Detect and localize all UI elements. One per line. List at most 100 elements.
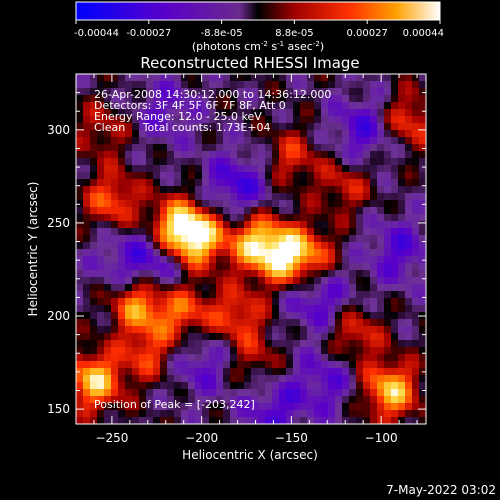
heatmap-cell	[118, 256, 126, 264]
heatmap-cell	[370, 165, 378, 173]
heatmap-cell	[321, 193, 329, 201]
heatmap-cell	[76, 172, 84, 180]
heatmap-cell	[293, 186, 301, 194]
heatmap-cell	[181, 284, 189, 292]
heatmap-cell	[349, 102, 357, 110]
heatmap-cell	[195, 186, 203, 194]
heatmap-cell	[111, 102, 119, 110]
heatmap-cell	[118, 186, 126, 194]
heatmap-cell	[251, 347, 259, 355]
heatmap-cell	[244, 396, 252, 404]
heatmap-cell	[160, 88, 168, 96]
heatmap-cell	[328, 340, 336, 348]
heatmap-cell	[377, 354, 385, 362]
heatmap-cell	[97, 151, 105, 159]
heatmap-cell	[237, 417, 245, 425]
heatmap-cell	[370, 186, 378, 194]
heatmap-cell	[209, 291, 217, 299]
heatmap-cell	[279, 144, 287, 152]
heatmap-cell	[279, 88, 287, 96]
heatmap-cell	[412, 123, 420, 131]
heatmap-cell	[244, 410, 252, 418]
heatmap-cell	[286, 235, 294, 243]
heatmap-cell	[391, 81, 399, 89]
heatmap-cell	[230, 137, 238, 145]
heatmap-cell	[188, 137, 196, 145]
heatmap-cell	[244, 382, 252, 390]
heatmap-cell	[384, 291, 392, 299]
heatmap-cell	[202, 137, 210, 145]
heatmap-cell	[153, 263, 161, 271]
heatmap-cell	[279, 165, 287, 173]
heatmap-cell	[356, 151, 364, 159]
heatmap-cell	[258, 228, 266, 236]
heatmap-cell	[258, 277, 266, 285]
heatmap-cell	[412, 144, 420, 152]
heatmap-cell	[167, 228, 175, 236]
heatmap-cell	[363, 361, 371, 369]
heatmap-cell	[321, 368, 329, 376]
heatmap-cell	[391, 340, 399, 348]
heatmap-cell	[118, 284, 126, 292]
heatmap-cell	[181, 228, 189, 236]
heatmap-cell	[125, 179, 133, 187]
heatmap-cell	[314, 235, 322, 243]
heatmap-cell	[111, 144, 119, 152]
heatmap-cell	[405, 214, 413, 222]
heatmap-cell	[265, 172, 273, 180]
heatmap-cell	[370, 144, 378, 152]
heatmap-cell	[412, 109, 420, 117]
heatmap-cell	[244, 326, 252, 334]
heatmap-cell	[412, 249, 420, 257]
heatmap-cell	[419, 151, 427, 159]
heatmap-cell	[174, 326, 182, 334]
heatmap-cell	[405, 102, 413, 110]
heatmap-cell	[328, 249, 336, 257]
heatmap-cell	[412, 270, 420, 278]
heatmap-cell	[195, 396, 203, 404]
heatmap-cell	[293, 116, 301, 124]
heatmap-cell	[188, 186, 196, 194]
heatmap-cell	[279, 179, 287, 187]
heatmap-cell	[195, 200, 203, 208]
heatmap-cell	[76, 102, 84, 110]
heatmap-cell	[398, 228, 406, 236]
heatmap-cell	[391, 319, 399, 327]
heatmap-cell	[293, 417, 301, 425]
heatmap-cell	[139, 172, 147, 180]
heatmap-cell	[111, 81, 119, 89]
heatmap-cell	[419, 340, 427, 348]
heatmap-cell	[125, 235, 133, 243]
heatmap-cell	[328, 186, 336, 194]
heatmap-cell	[328, 277, 336, 285]
heatmap-cell	[237, 410, 245, 418]
heatmap-cell	[328, 214, 336, 222]
heatmap-cell	[293, 249, 301, 257]
heatmap-cell	[349, 291, 357, 299]
heatmap-cell	[83, 256, 91, 264]
heatmap-cell	[146, 88, 154, 96]
heatmap-cell	[307, 95, 315, 103]
heatmap-cell	[202, 354, 210, 362]
heatmap-cell	[209, 130, 217, 138]
heatmap-cell	[349, 389, 357, 397]
heatmap-cell	[223, 298, 231, 306]
heatmap-cell	[349, 207, 357, 215]
heatmap-cell	[356, 200, 364, 208]
heatmap-cell	[195, 235, 203, 243]
heatmap-cell	[230, 102, 238, 110]
heatmap-cell	[384, 193, 392, 201]
heatmap-cell	[118, 88, 126, 96]
heatmap-cell	[90, 340, 98, 348]
heatmap-cell	[265, 305, 273, 313]
heatmap-cell	[356, 123, 364, 131]
heatmap-cell	[370, 263, 378, 271]
heatmap-cell	[321, 263, 329, 271]
heatmap-cell	[83, 319, 91, 327]
heatmap-cell	[153, 151, 161, 159]
heatmap-cell	[279, 382, 287, 390]
heatmap-cell	[349, 403, 357, 411]
heatmap-cell	[356, 298, 364, 306]
heatmap-cell	[272, 158, 280, 166]
